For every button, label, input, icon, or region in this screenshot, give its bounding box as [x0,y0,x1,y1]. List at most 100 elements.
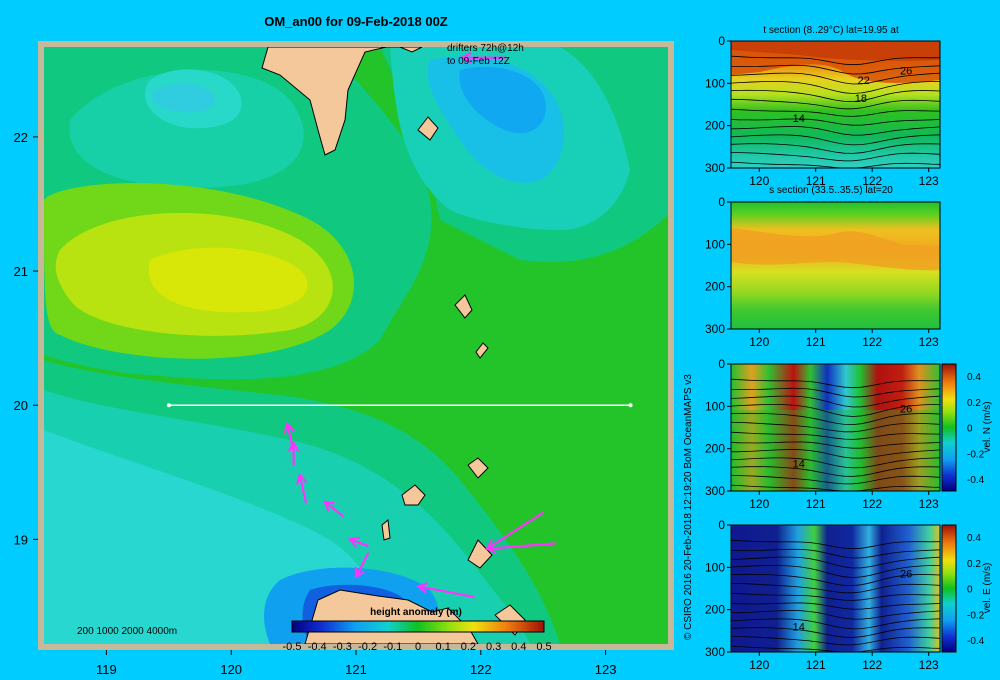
panel1-y-tick-label: 200 [705,119,725,133]
panel3-y-tick-label: 200 [705,442,725,456]
island-3 [475,342,489,359]
panel3-contour-label: 26 [900,403,912,415]
panel1-x-tick-label: 120 [749,174,769,188]
panel3-isotherm [731,466,940,477]
panel3-isotherm [731,404,940,417]
panel1-x-tick-label: 121 [806,174,826,188]
panel4-isotherm [731,539,940,550]
panel4-frame [730,524,941,653]
panel3-isotherm [731,412,940,426]
panel1-x-tick-label: 122 [862,174,882,188]
drifters-label-line1: drifters 72h@12h [447,43,524,54]
panel1-isotherm [731,152,940,162]
map-y-tick-label: 19 [14,532,28,547]
map-x-tick-label: 119 [96,662,117,677]
height-anomaly-field [44,47,668,644]
panel4-y-tick-label: 200 [705,603,725,617]
panel3-x-tick-label: 122 [862,497,882,511]
drifter-track-8 [484,542,556,554]
panel1-isotherm [731,108,940,117]
panel3-frame [730,363,941,492]
panel3-isotherm [731,395,940,408]
panel4-isotherm [731,627,940,638]
vel-e-colorbar [941,524,957,653]
drifters-label-line2: to 09-Feb 12Z [447,56,510,67]
panel1-isotherm [731,89,940,103]
panel4-x-tick-label: 121 [806,658,826,672]
colorbar-tick-label: 0.4 [511,641,526,653]
height-colorbar [291,620,545,633]
panel2-x-tick-label: 122 [862,335,882,349]
panel4-colorbar-tick-label: 0.4 [967,533,981,544]
map-x-tick-label: 123 [595,662,617,677]
island-4 [467,457,489,479]
panel4-isotherm [731,565,940,578]
panel1-isotherm [731,134,940,146]
panel4-y-tick-label: 300 [705,645,725,659]
colorbar-tick-label: -0.4 [308,641,327,653]
map-y-tick-label: 20 [14,398,28,413]
panel1-frame [730,40,941,169]
panel3-isotherm [731,387,940,398]
panel4-contour-label: 14 [793,622,805,634]
panel3-isotherm [731,431,940,440]
panel3-field [731,364,940,491]
panel2-x-tick-label: 123 [919,335,939,349]
map-y-tick-label: 21 [14,264,28,279]
island-1 [417,116,439,141]
panel1-contour-label: 22 [858,75,870,87]
panel4-x-tick-label: 120 [749,658,769,672]
colorbar-tick-label: 0.1 [436,641,451,653]
panel2-title: s section (33.5..35.5) lat=20 [769,185,893,196]
vel-n-colorbar [941,363,957,492]
panel3-colorbar-tick-label: -0.4 [967,475,985,486]
panel2-x-tick-label: 121 [806,335,826,349]
drifter-track-3 [296,472,308,504]
drifter-track-0 [459,51,506,64]
panel4-colorbar-tick-label: -0.4 [967,636,985,647]
panel3-y-tick-label: 300 [705,484,725,498]
panel2-y-tick-label: 300 [705,322,725,336]
drifter-track-2 [287,440,300,466]
panel4-x-tick-label: 122 [862,658,882,672]
credit-text: © CSIRO 2016 20-Feb-2018 12:19:20 BoM Oc… [683,374,694,640]
drifter-track-5 [347,536,369,548]
panel3-isotherm [731,457,940,469]
panel1-x-tick-label: 123 [919,174,939,188]
panel4-isotherm [731,610,940,620]
colorbar-tick-label: -0.2 [358,641,377,653]
island-6 [381,519,391,541]
section-line-end [628,403,633,408]
panel3-x-tick-label: 121 [806,497,826,511]
vel-e-colorbar-label: vel. E (m/s) [982,563,993,614]
colorbar-tick-label: 0 [415,641,421,653]
panel3-colorbar-tick-label: 0 [967,424,973,435]
vel-n-colorbar-label: vel. N (m/s) [982,401,993,452]
panel4-isotherm [731,602,940,610]
colorbar-tick-label: -0.3 [333,641,352,653]
panel4-colorbar-tick-label: -0.2 [967,610,985,621]
panel3-colorbar-tick-label: 0.4 [967,372,981,383]
panel1-y-tick-label: 100 [705,76,725,90]
panel3-contour-label: 14 [793,458,805,470]
panel1-y-tick-label: 300 [705,161,725,175]
panel4-isotherm [731,573,940,587]
map-title: OM_an00 for 09-Feb-2018 00Z [264,14,448,29]
panel4-isotherm [731,592,940,601]
colorbar-tick-label: -0.5 [283,641,302,653]
panel4-field [731,525,940,652]
panel1-isotherm [731,81,940,94]
panel4-colorbar-tick-label: 0 [967,585,973,596]
panel1-field [731,41,940,168]
panel2-y-tick-label: 200 [705,280,725,294]
panel4-x-tick-label: 123 [919,658,939,672]
panel4-colorbar-tick-label: 0.2 [967,559,981,570]
island-7 [467,539,493,569]
panel3-x-tick-label: 123 [919,497,939,511]
panel3-colorbar-tick-label: 0.2 [967,398,981,409]
panel4-isotherm [731,618,940,630]
map-y-tick-label: 22 [14,130,28,145]
island-5 [401,484,426,506]
section-line-start [166,403,171,408]
